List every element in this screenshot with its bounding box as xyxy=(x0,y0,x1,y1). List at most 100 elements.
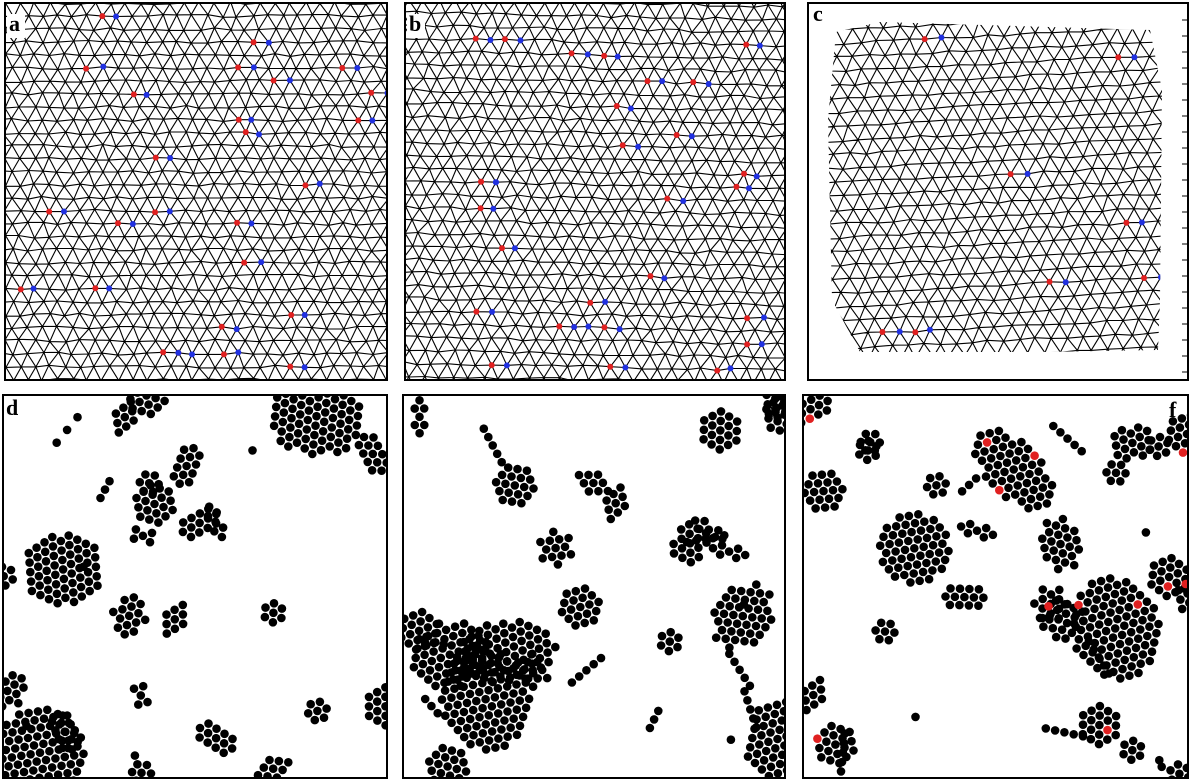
particle xyxy=(732,417,742,426)
particle xyxy=(1092,595,1101,604)
particle xyxy=(895,513,904,522)
particle xyxy=(1143,631,1152,641)
particle xyxy=(416,669,426,678)
particle xyxy=(816,685,826,694)
particle xyxy=(1094,739,1104,749)
particle xyxy=(1085,623,1095,632)
particle xyxy=(594,486,603,496)
particle xyxy=(685,539,695,548)
particle xyxy=(161,512,170,521)
particle xyxy=(878,557,888,567)
particle xyxy=(766,423,775,433)
particle xyxy=(721,634,730,644)
particle xyxy=(732,426,742,436)
particle xyxy=(507,472,516,481)
particle xyxy=(611,498,620,508)
particle xyxy=(1054,615,1063,624)
defect-red xyxy=(1141,275,1148,282)
particle xyxy=(922,558,931,568)
particle xyxy=(913,535,922,544)
particle xyxy=(708,411,717,421)
particle xyxy=(433,708,443,718)
particle xyxy=(1116,460,1126,470)
particle xyxy=(364,692,374,702)
particle xyxy=(92,572,101,581)
particle xyxy=(43,575,52,585)
particle xyxy=(1145,622,1154,631)
particle xyxy=(150,499,159,509)
particle xyxy=(32,543,41,552)
particle xyxy=(580,618,589,628)
particle xyxy=(57,761,66,771)
particle xyxy=(736,586,746,596)
particle xyxy=(373,706,382,716)
defect-blue xyxy=(896,328,903,335)
particle xyxy=(281,395,290,398)
particle xyxy=(59,574,69,584)
particle xyxy=(1061,634,1070,643)
particle xyxy=(919,542,928,552)
particle xyxy=(524,694,534,704)
particle xyxy=(45,721,55,731)
particle xyxy=(956,522,966,531)
particle xyxy=(1041,474,1050,483)
particle xyxy=(450,622,460,631)
particle xyxy=(227,744,237,753)
particle xyxy=(512,705,522,714)
particle xyxy=(549,527,558,537)
particle xyxy=(804,480,813,489)
particle xyxy=(724,421,733,431)
particle xyxy=(979,593,988,602)
particle xyxy=(591,606,601,616)
particle xyxy=(534,644,544,653)
particle xyxy=(1070,440,1079,450)
particle xyxy=(492,634,501,643)
particle xyxy=(1158,557,1167,567)
particle xyxy=(1101,592,1111,602)
particle xyxy=(316,445,326,455)
particle xyxy=(1083,598,1092,607)
particle xyxy=(1048,623,1058,633)
particle xyxy=(452,764,462,774)
particle xyxy=(800,726,809,735)
particle xyxy=(941,592,950,601)
particle xyxy=(734,603,744,612)
particle xyxy=(1058,514,1068,524)
panel-frame xyxy=(807,2,1189,381)
particle xyxy=(437,695,447,704)
particle xyxy=(1057,625,1067,634)
panel-frame xyxy=(4,2,388,381)
particle xyxy=(761,746,771,756)
particle xyxy=(1086,725,1096,734)
particle xyxy=(1164,572,1174,582)
particle xyxy=(363,457,373,467)
particle xyxy=(768,719,777,728)
defect-red xyxy=(568,50,575,57)
particle xyxy=(509,642,519,651)
particle xyxy=(496,700,506,709)
particle xyxy=(3,720,11,730)
particle xyxy=(965,519,975,529)
particle xyxy=(784,760,785,763)
particle xyxy=(587,591,597,600)
particle xyxy=(589,616,599,625)
particle xyxy=(203,728,213,738)
particle xyxy=(1097,611,1106,620)
particle xyxy=(336,419,345,429)
particle xyxy=(918,567,928,577)
particle xyxy=(533,635,543,644)
particle xyxy=(157,493,166,503)
particle xyxy=(270,412,280,421)
particle xyxy=(159,502,168,512)
particle xyxy=(1085,588,1095,598)
particle xyxy=(118,605,127,614)
particle xyxy=(305,396,315,406)
particle xyxy=(815,495,824,505)
particle xyxy=(566,550,576,559)
particle xyxy=(1116,674,1125,683)
particle xyxy=(518,687,528,696)
particle xyxy=(85,586,94,596)
particle xyxy=(1045,611,1054,620)
particle xyxy=(866,437,875,447)
particle xyxy=(571,621,580,630)
